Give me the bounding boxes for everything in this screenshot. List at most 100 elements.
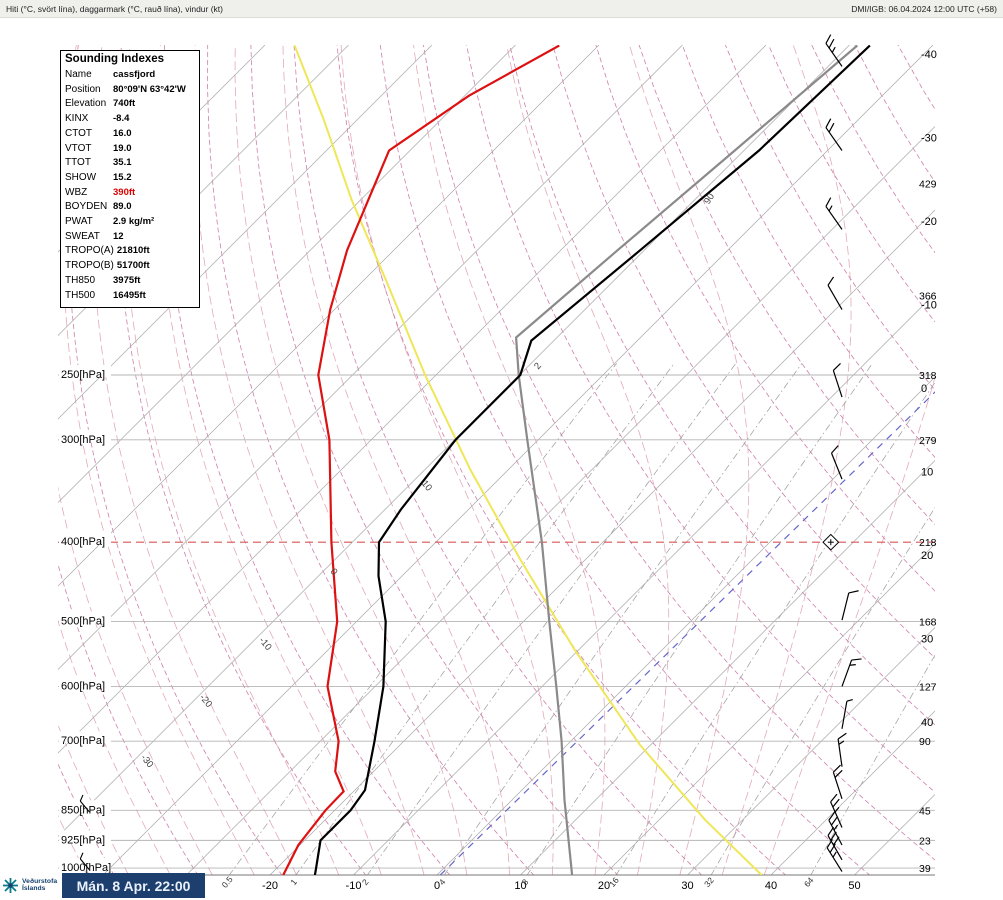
index-row: PWAT 2.9 kg/m²	[65, 216, 155, 228]
index-row: TROPO(A) 21810ft	[65, 245, 150, 257]
index-row: CTOT 16.0	[65, 127, 132, 139]
svg-text:39: 39	[919, 863, 931, 875]
index-row: Name cassfjord	[65, 69, 156, 80]
wind-barb	[827, 276, 843, 310]
index-rows: Name cassfjord Position 80°09'N 63°42'W Elev…	[65, 68, 196, 303]
top-header-bar: Hiti (°C, svört lína), daggarmark (°C, r…	[0, 0, 1003, 18]
yellow-line	[293, 45, 763, 875]
surface-marker	[79, 852, 90, 870]
wind-barb	[826, 838, 843, 872]
svg-text:850[hPa]: 850[hPa]	[61, 804, 105, 816]
svg-text:2: 2	[532, 361, 544, 372]
wind-barb	[830, 793, 843, 828]
svg-text:10: 10	[921, 467, 933, 479]
wind-barb	[827, 826, 843, 861]
wind-barb	[830, 445, 843, 480]
index-row: KINX -8.4	[65, 113, 130, 125]
svg-text:300[hPa]: 300[hPa]	[61, 434, 105, 446]
svg-text:500[hPa]: 500[hPa]	[61, 616, 105, 628]
svg-text:318: 318	[919, 370, 937, 382]
svg-text:40: 40	[765, 880, 777, 892]
wind-barb	[832, 764, 843, 799]
svg-text:218: 218	[919, 537, 937, 549]
svg-text:250[hPa]: 250[hPa]	[61, 369, 105, 381]
snowflake-logo-icon	[3, 877, 18, 893]
svg-text:10: 10	[419, 478, 434, 493]
svg-text:32: 32	[702, 875, 716, 889]
wind-barb	[825, 34, 843, 67]
tropopause-marker	[822, 533, 840, 551]
surface-marker	[79, 794, 90, 813]
svg-text:10: 10	[514, 880, 526, 892]
wind-barb	[832, 362, 843, 398]
wind-barb	[841, 698, 853, 729]
svg-text:925[hPa]: 925[hPa]	[61, 834, 105, 846]
index-row: TTOT 35.1	[65, 157, 132, 169]
index-row: SWEAT 12	[65, 230, 124, 242]
svg-text:50: 50	[848, 880, 860, 892]
valid-datetime-bar: Mán. 8 Apr. 22:00	[62, 873, 205, 898]
svg-text:168: 168	[919, 617, 937, 629]
svg-text:30: 30	[681, 880, 693, 892]
svg-text:-10: -10	[346, 880, 362, 892]
dewpoint-line	[282, 45, 560, 875]
svg-text:0.5: 0.5	[219, 874, 234, 890]
svg-text:366: 366	[919, 291, 937, 303]
valid-datetime: Mán. 8 Apr. 22:00	[76, 877, 191, 894]
svg-text:90: 90	[919, 736, 931, 748]
svg-text:700[hPa]: 700[hPa]	[61, 735, 105, 747]
wind-barb	[841, 658, 862, 687]
vedurstofa-logo-text: Veðurstofa Íslands	[22, 877, 58, 892]
svg-text:-10: -10	[256, 635, 273, 653]
svg-text:8: 8	[520, 877, 531, 887]
svg-text:45: 45	[919, 805, 931, 817]
svg-text:0: 0	[921, 383, 927, 395]
temperature-line	[313, 45, 871, 875]
svg-text:2: 2	[360, 877, 371, 887]
svg-text:20: 20	[598, 880, 610, 892]
index-row: SHOW 15.2	[65, 171, 132, 183]
indexes-title: Sounding Indexes	[65, 53, 165, 65]
svg-text:-30: -30	[138, 752, 155, 770]
svg-text:1000[hPa]: 1000[hPa]	[61, 862, 111, 874]
svg-text:127: 127	[919, 681, 937, 693]
svg-text:279: 279	[919, 435, 937, 447]
wind-barb	[825, 197, 843, 230]
svg-text:429: 429	[919, 179, 937, 191]
svg-text:23: 23	[919, 835, 931, 847]
svg-text:64: 64	[802, 875, 816, 889]
svg-text:4: 4	[437, 877, 448, 887]
model-run-text: DMI/IGB: 06.04.2024 12:00 UTC (+58)	[851, 3, 997, 14]
index-row: Position 80°09'N 63°42'W	[65, 83, 186, 95]
blue-dashed-line	[439, 391, 935, 875]
svg-text:-40: -40	[921, 49, 937, 61]
svg-text:20: 20	[921, 550, 933, 562]
svg-text:40: 40	[921, 717, 933, 729]
svg-text:0: 0	[434, 880, 440, 892]
svg-text:-10: -10	[921, 300, 937, 312]
legend-text: Hiti (°C, svört lína), daggarmark (°C, r…	[6, 3, 223, 14]
wind-barb	[837, 732, 847, 767]
index-row: TH500 16495ft	[65, 289, 146, 301]
vedurstofa-logo: Veðurstofa Íslands	[2, 872, 62, 898]
svg-text:400[hPa]: 400[hPa]	[61, 536, 105, 548]
svg-text:-20: -20	[262, 880, 278, 892]
index-row: TROPO(B) 51700ft	[65, 260, 150, 272]
index-row: BOYDEN 89.0	[65, 201, 132, 213]
index-row: TH850 3975ft	[65, 274, 141, 286]
index-row: WBZ 390ft	[65, 186, 136, 198]
svg-text:30: 30	[921, 634, 933, 646]
svg-text:0: 0	[328, 566, 340, 577]
svg-text:1: 1	[288, 877, 299, 887]
svg-text:-30: -30	[921, 133, 937, 145]
index-row: Elevation 740ft	[65, 98, 136, 110]
wind-barb	[841, 590, 859, 621]
svg-text:600[hPa]: 600[hPa]	[61, 680, 105, 692]
index-row: VTOT 19.0	[65, 142, 132, 154]
sounding-indexes-panel: Sounding Indexes Name cassfjord Position 80…	[60, 50, 200, 309]
svg-text:-20: -20	[921, 216, 937, 228]
wind-barb	[825, 118, 843, 151]
svg-text:90: 90	[702, 192, 717, 207]
